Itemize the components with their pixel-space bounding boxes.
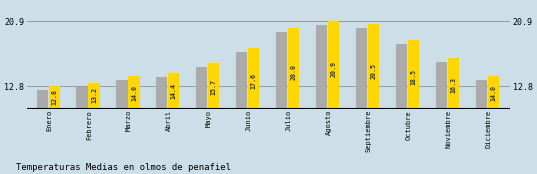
- Bar: [248, 48, 259, 109]
- Bar: [368, 24, 379, 109]
- Bar: [128, 76, 140, 109]
- Bar: [476, 80, 487, 109]
- Bar: [288, 28, 299, 109]
- Text: 20.9: 20.9: [331, 61, 337, 77]
- Bar: [328, 21, 339, 109]
- Bar: [196, 67, 207, 109]
- Text: 17.6: 17.6: [251, 73, 257, 89]
- Bar: [89, 83, 99, 109]
- Text: 16.3: 16.3: [451, 77, 456, 93]
- Text: Temperaturas Medias en olmos de penafiel: Temperaturas Medias en olmos de penafiel: [16, 163, 231, 172]
- Bar: [276, 32, 287, 109]
- Text: 14.0: 14.0: [490, 85, 496, 101]
- Text: 14.0: 14.0: [131, 85, 137, 101]
- Text: 18.5: 18.5: [410, 69, 416, 85]
- Bar: [448, 58, 459, 109]
- Bar: [156, 77, 168, 109]
- Text: 15.7: 15.7: [211, 79, 217, 95]
- Bar: [117, 80, 128, 109]
- Bar: [408, 40, 419, 109]
- Text: 12.8: 12.8: [51, 89, 57, 105]
- Text: 20.5: 20.5: [371, 63, 376, 79]
- Bar: [436, 62, 447, 109]
- Bar: [356, 28, 367, 109]
- Bar: [316, 25, 327, 109]
- Bar: [396, 44, 407, 109]
- Bar: [76, 87, 88, 109]
- Text: 14.4: 14.4: [171, 83, 177, 99]
- Bar: [37, 90, 48, 109]
- Text: 13.2: 13.2: [91, 87, 97, 103]
- Bar: [488, 76, 499, 109]
- Bar: [48, 86, 60, 109]
- Text: 20.0: 20.0: [291, 64, 296, 80]
- Bar: [236, 52, 248, 109]
- Bar: [208, 63, 220, 109]
- Bar: [168, 73, 179, 109]
